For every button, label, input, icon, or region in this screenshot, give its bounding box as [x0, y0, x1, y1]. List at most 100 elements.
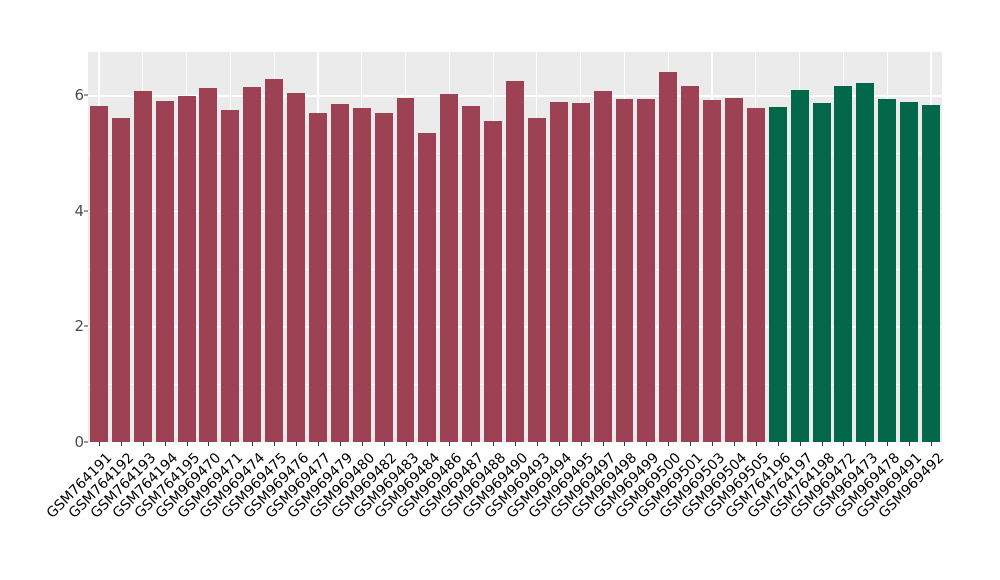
x-axis-tick-label: GSM969505: [700, 450, 773, 522]
x-axis-tick-mark: [536, 442, 538, 446]
bar: [506, 80, 524, 442]
x-axis-tick-label: GSM969495: [525, 450, 598, 522]
bar: [615, 99, 634, 442]
x-axis-tick-label: GSM969472: [788, 450, 860, 522]
bar: [593, 90, 612, 442]
bar: [549, 101, 568, 442]
x-axis-tick-label: GSM969499: [591, 450, 663, 522]
bar: [111, 118, 130, 442]
bar: [352, 108, 371, 442]
bar: [571, 103, 590, 442]
bar: [89, 105, 108, 442]
bar: [527, 118, 546, 442]
x-axis-tick-label: GSM764198: [766, 450, 838, 522]
bar: [834, 86, 853, 442]
bar: [681, 86, 700, 442]
bar: [812, 103, 831, 442]
x-axis-tick-label: GSM969483: [350, 450, 422, 522]
x-axis-tick-mark: [668, 442, 670, 446]
x-axis-tick-mark: [755, 442, 757, 446]
bar: [221, 109, 240, 442]
x-axis-tick-label: GSM969497: [547, 450, 619, 522]
bar: [133, 90, 152, 442]
x-axis-tick-mark: [383, 442, 385, 446]
y-axis-tick-label: 4: [74, 201, 84, 220]
x-axis-tick-mark: [909, 442, 911, 446]
bar: [878, 99, 897, 442]
x-axis-tick-label: GSM969501: [634, 450, 707, 522]
x-axis-tick-mark: [712, 442, 714, 446]
x-axis-tick-label: GSM969503: [656, 450, 729, 522]
bar: [155, 100, 174, 442]
x-axis-tick-label: GSM969486: [394, 450, 466, 522]
x-axis-tick-label: GSM969477: [262, 450, 335, 522]
x-axis-tick-mark: [230, 442, 232, 446]
x-axis-tick-mark: [580, 442, 582, 446]
y-axis-tick-mark: [84, 94, 88, 96]
x-axis-tick-label: GSM764193: [87, 450, 160, 522]
bar: [418, 133, 437, 442]
x-axis-tick-label: GSM764195: [131, 450, 203, 522]
x-axis-tick-mark: [624, 442, 626, 446]
x-axis-tick-label: GSM969498: [569, 450, 641, 522]
x-axis-tick-mark: [317, 442, 319, 446]
x-axis-tick-mark: [120, 442, 122, 446]
y-axis: 0 2 4 6: [42, 0, 88, 580]
x-axis-tick-mark: [296, 442, 298, 446]
y-axis-tick-mark: [84, 325, 88, 327]
x-axis-ticks: [88, 442, 942, 447]
x-axis-tick-mark: [821, 442, 823, 446]
x-axis-tick-label: GSM969482: [328, 450, 400, 522]
x-axis-tick-label: GSM969474: [196, 450, 269, 522]
x-axis-tick-mark: [208, 442, 210, 446]
x-axis-tick-mark: [274, 442, 276, 446]
x-axis-tick-mark: [142, 442, 144, 446]
x-axis-tick-mark: [515, 442, 516, 446]
x-axis-tick-label: GSM969493: [481, 450, 554, 522]
bar: [637, 98, 656, 442]
x-axis-tick-label: GSM969479: [284, 450, 357, 522]
x-axis-tick-label: GSM969480: [306, 450, 379, 522]
x-axis-tick-label: GSM969488: [437, 450, 510, 522]
bar: [659, 71, 678, 442]
bar: [856, 82, 875, 442]
x-axis-tick-mark: [405, 442, 407, 446]
bar: [374, 112, 393, 442]
bar: [243, 86, 262, 442]
x-axis-tick-label: GSM969471: [175, 450, 247, 522]
x-axis-tick-mark: [449, 442, 451, 446]
x-axis-tick-mark: [361, 442, 363, 446]
x-axis-tick-mark: [777, 442, 779, 446]
bar: [746, 108, 765, 442]
x-axis-tick-mark: [98, 442, 100, 446]
bar: [484, 120, 503, 442]
x-axis-tick-mark: [843, 442, 845, 446]
bar: [462, 105, 481, 442]
x-axis-tick-mark: [427, 442, 429, 446]
x-axis-tick-label: GSM969476: [240, 450, 313, 522]
x-axis-tick-mark: [733, 442, 735, 446]
x-axis-tick-mark: [887, 442, 889, 446]
x-axis-tick-label: GSM969475: [218, 450, 291, 522]
bar: [768, 107, 787, 442]
x-axis-tick-label: GSM969500: [612, 450, 685, 522]
x-axis-tick-label: GSM969492: [875, 450, 948, 522]
x-axis-tick-mark: [252, 442, 254, 446]
y-axis-tick-mark: [84, 210, 88, 212]
x-axis-tick-label: GSM969504: [678, 450, 751, 522]
bar: [330, 104, 349, 442]
x-axis-tick-label: GSM969487: [415, 450, 488, 522]
x-axis-tick-mark: [865, 442, 867, 446]
x-axis-tick-mark: [471, 442, 473, 446]
bar: [396, 98, 415, 442]
x-axis-tick-label: GSM969494: [503, 450, 576, 522]
bar: [308, 112, 327, 442]
bar: [703, 99, 722, 442]
x-axis-tick-label: GSM969478: [831, 450, 904, 522]
x-axis-tick-mark: [186, 442, 188, 446]
x-axis-tick-label: GSM764197: [744, 450, 816, 522]
x-axis-tick-label: GSM764194: [109, 450, 181, 522]
y-axis-tick-mark: [84, 441, 88, 443]
x-axis-tick-label: GSM969490: [459, 450, 532, 522]
